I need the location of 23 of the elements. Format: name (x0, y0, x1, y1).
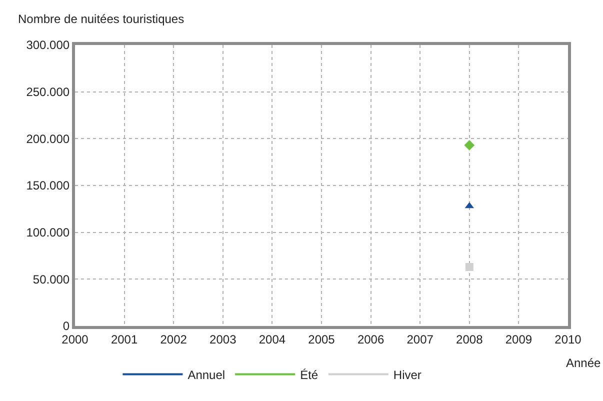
x-tick-label: 2003 (210, 332, 237, 346)
x-tick-label: 2004 (258, 332, 286, 346)
y-tick-label: 150.000 (26, 178, 70, 193)
x-axis-title: Année (566, 356, 602, 370)
y-tick-label: 300.000 (26, 38, 70, 52)
x-tick-label: 2010 (554, 332, 582, 346)
legend-label: Hiver (393, 368, 422, 382)
x-tick-label: 2007 (406, 332, 434, 346)
legend-label: Annuel (188, 368, 226, 382)
y-tick-label: 50.000 (32, 272, 70, 286)
x-tick-label: 2005 (308, 332, 336, 346)
y-tick-label: 100.000 (26, 226, 70, 240)
x-tick-label: 2000 (62, 332, 89, 346)
y-axis-title: Nombre de nuitées touristiques (18, 12, 184, 26)
y-tick-label: 200.000 (26, 132, 70, 146)
legend-label: Été (300, 368, 318, 382)
x-tick-label: 2002 (160, 332, 188, 346)
x-tick-label: 2009 (505, 332, 532, 346)
x-tick-label: 2006 (357, 332, 384, 346)
y-tick-label: 250.000 (26, 85, 70, 100)
x-tick-label: 2001 (110, 332, 138, 346)
x-tick-label: 2008 (456, 332, 484, 346)
y-tick-label: 0 (62, 319, 70, 334)
